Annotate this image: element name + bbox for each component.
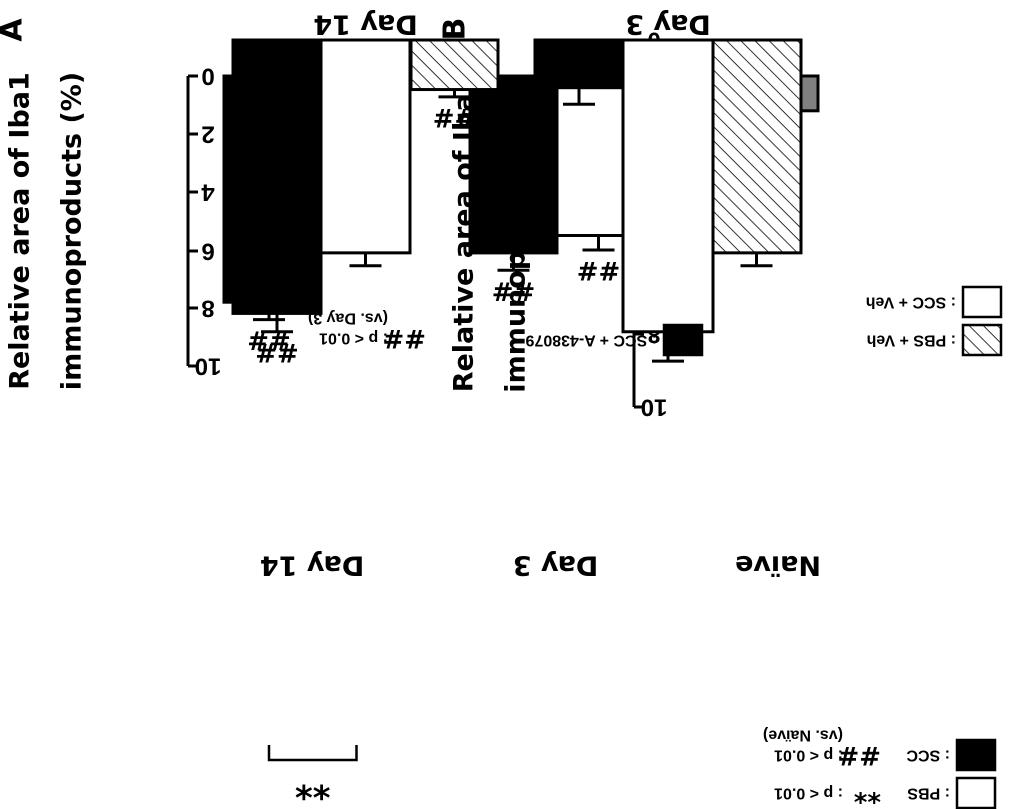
panel-b-significance-mark: ## [255, 337, 299, 367]
panel-a-significance-mark: ## [577, 255, 621, 285]
panel-a-category-label: Day 14 [260, 550, 364, 581]
panel-a-comparison-bracket [267, 745, 358, 762]
panel-a-legend-label-scc: : SCC [906, 747, 950, 764]
panel-a-category-label: Day 3 [513, 550, 599, 581]
panel-a-legend-swatch-scc [955, 738, 997, 772]
panel-b-note-text-2: (vs. Day 3) [308, 310, 388, 327]
panel-a-category-label: Naïve [735, 550, 821, 581]
panel-b-bar-pbs_veh [710, 38, 803, 255]
panel-b-bar-scc_a [231, 38, 323, 315]
panel-a-label: A [0, 18, 30, 42]
panel-b-bar-pbs_veh [409, 38, 500, 92]
panel-a-note-text-2: (vs. Naïve) [763, 727, 843, 744]
panel-b-legend-label-scc_a: : SCC + A-438079 [525, 332, 657, 349]
panel-b-bar-scc_veh [319, 38, 412, 255]
panel-a-note-mark: ## [837, 740, 881, 770]
panel-b-bar-scc_a [533, 38, 625, 90]
panel-b-label: B [438, 18, 473, 41]
panel-b-category-label: Day 14 [313, 9, 417, 40]
panel-b-category-label: Day 3 [625, 9, 711, 40]
panel-b-bar-scc_veh [621, 38, 715, 334]
panel-a-y-tick-label: 10 [195, 353, 222, 380]
panel-a-significance-mark: ## [247, 325, 291, 355]
panel-b-y-tick-label: 10 [641, 394, 668, 421]
panel-a-legend-swatch-pbs [955, 776, 997, 809]
panel-b-legend-label-scc_veh: : SCC + Veh [866, 294, 956, 311]
panel-a-y-axis-title-line1: Relative area of Iba1 [5, 72, 36, 390]
panel-a-y-axis-title-line2: immunoproducts (%) [57, 72, 88, 390]
panel-b-legend-label-pbs_veh: : PBS + Veh [867, 332, 956, 349]
panel-a-note-mark: ** [853, 778, 881, 808]
panel-a-note-text: : p < 0.01 [774, 747, 843, 764]
panel-a-bracket-label: ** [295, 766, 331, 806]
panel-a-note-text: : p < 0.01 [774, 785, 843, 802]
panel-a-legend-label-pbs: : PBS [907, 785, 950, 802]
panel-b-legend-swatch-scc_veh [961, 285, 1003, 319]
panel-b-legend-swatch-scc_a [662, 323, 704, 357]
panel-b-note-mark: ## [382, 323, 426, 353]
panel-b-y-axis-title-line2: immunoproducts (%) [501, 74, 532, 392]
panel-b-significance-mark: ## [433, 102, 477, 132]
panel-b-y-axis-title-line1: Relative area of Iba1 [449, 75, 480, 393]
panel-a-y-tick-label: 4 [201, 179, 215, 206]
panel-a-y-tick-label: 8 [201, 295, 214, 322]
panel-a-y-tick-label: 0 [201, 63, 214, 90]
panel-a-y-tick-label: 6 [201, 238, 214, 265]
panel-a-significance-mark: ## [492, 275, 536, 305]
panel-a-y-tick-label: 2 [201, 121, 214, 148]
panel-b-legend-swatch-pbs_veh [961, 323, 1003, 357]
panel-b-note-text: : p < 0.01 [319, 330, 388, 347]
